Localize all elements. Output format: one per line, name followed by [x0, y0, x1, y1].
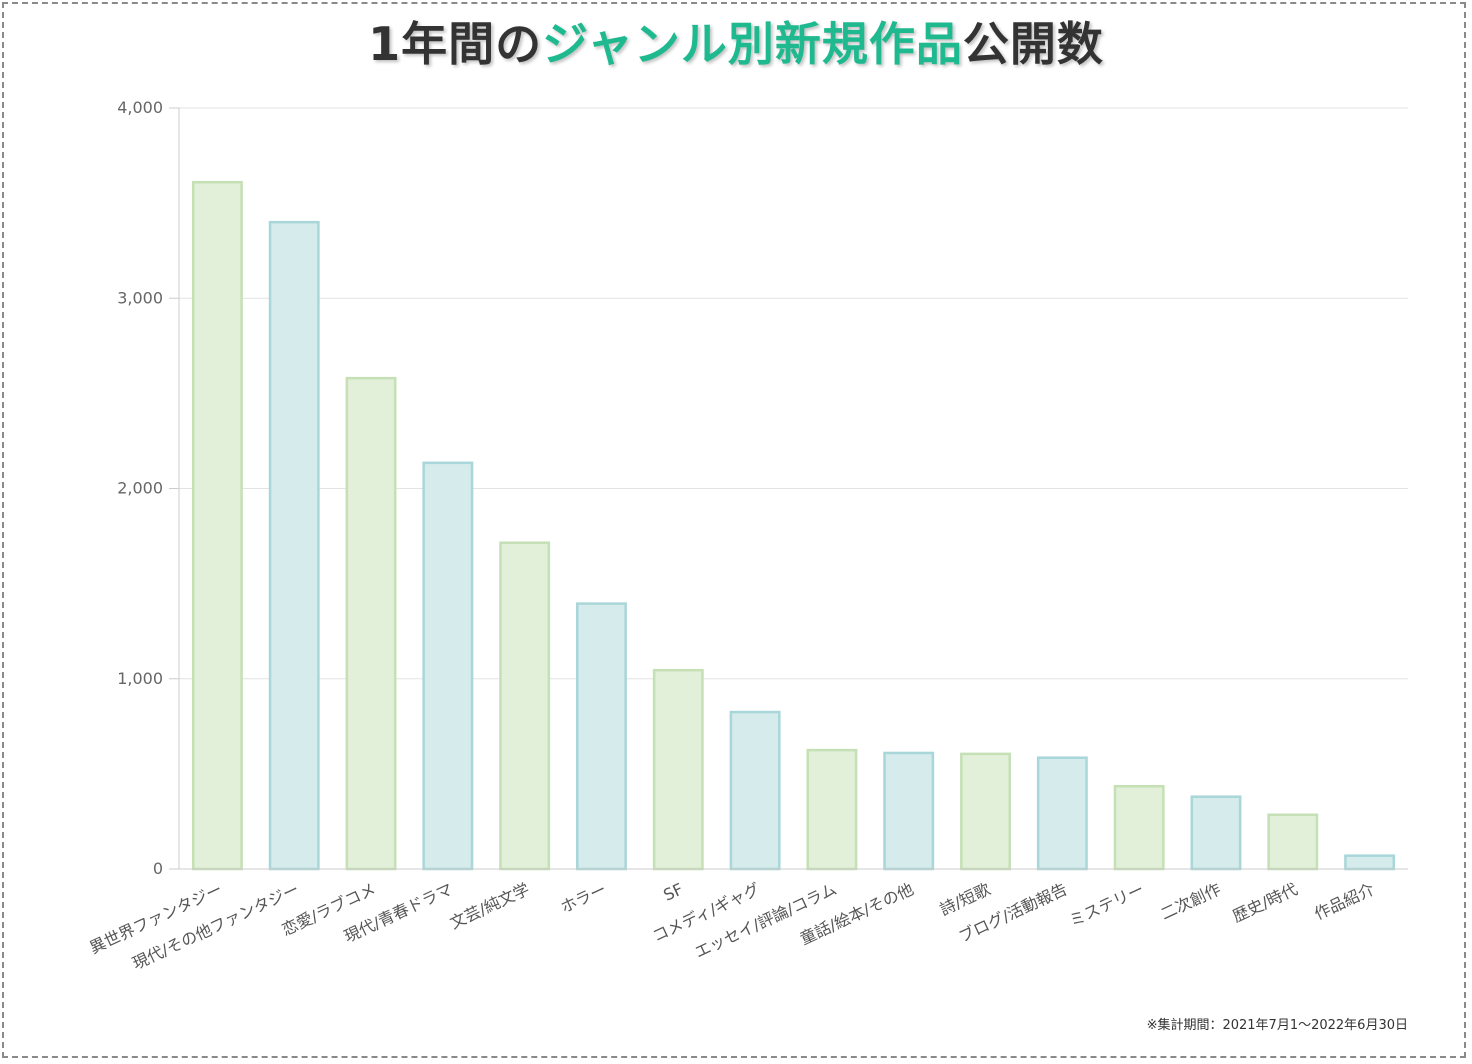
x-tick-label: SF — [660, 879, 686, 904]
bar[interactable] — [1267, 813, 1319, 871]
footnote-period: ※集計期間：2021年7月1～2022年6月30日 — [1146, 1018, 1408, 1033]
title-part-3: 公開数 — [962, 17, 1104, 71]
bars — [191, 180, 1396, 871]
bar[interactable] — [960, 752, 1011, 871]
x-tick-label: 詩/短歌 — [937, 879, 993, 919]
bar[interactable] — [1113, 784, 1165, 871]
x-tick-label: 作品紹介 — [1311, 879, 1377, 923]
y-tick-label: 2,000 — [117, 479, 163, 498]
bar[interactable] — [1190, 795, 1242, 871]
bar[interactable] — [652, 668, 704, 871]
bar[interactable] — [1036, 756, 1088, 871]
bar[interactable] — [576, 602, 627, 871]
bar[interactable] — [729, 710, 781, 871]
y-tick-label: 4,000 — [117, 98, 163, 117]
x-tick-label: ミステリー — [1066, 879, 1147, 930]
title-part-2-accent: ジャンル別新規作品 — [542, 17, 963, 71]
bar[interactable] — [191, 180, 243, 871]
x-axis-ticks: 異世界ファンタジー現代/その他ファンタジー恋愛/ラブコメ現代/青春ドラマ文芸/純… — [87, 879, 1378, 973]
x-tick-label: エッセイ/評論/コラム — [692, 879, 840, 961]
bar[interactable] — [1344, 854, 1396, 871]
x-tick-label: 二次創作 — [1158, 879, 1224, 923]
x-tick-label: 文芸/純文学 — [447, 879, 532, 932]
bar[interactable] — [422, 461, 474, 871]
x-tick-label: ホラー — [558, 879, 610, 917]
x-tick-label: 歴史/時代 — [1230, 879, 1301, 926]
bar[interactable] — [499, 541, 551, 871]
bar[interactable] — [268, 220, 320, 871]
y-tick-label: 0 — [153, 859, 163, 878]
bar[interactable] — [883, 751, 935, 871]
title-part-1: 1年間の — [368, 17, 543, 71]
y-axis-ticks: 0 1,000 2,000 3,000 4,000 — [117, 98, 163, 878]
y-tick-label: 1,000 — [117, 669, 163, 688]
y-tick-label: 3,000 — [117, 288, 163, 307]
bar[interactable] — [806, 748, 858, 871]
bar[interactable] — [345, 376, 397, 871]
chart-title: 1年間のジャンル別新規作品公開数 — [0, 8, 1472, 74]
